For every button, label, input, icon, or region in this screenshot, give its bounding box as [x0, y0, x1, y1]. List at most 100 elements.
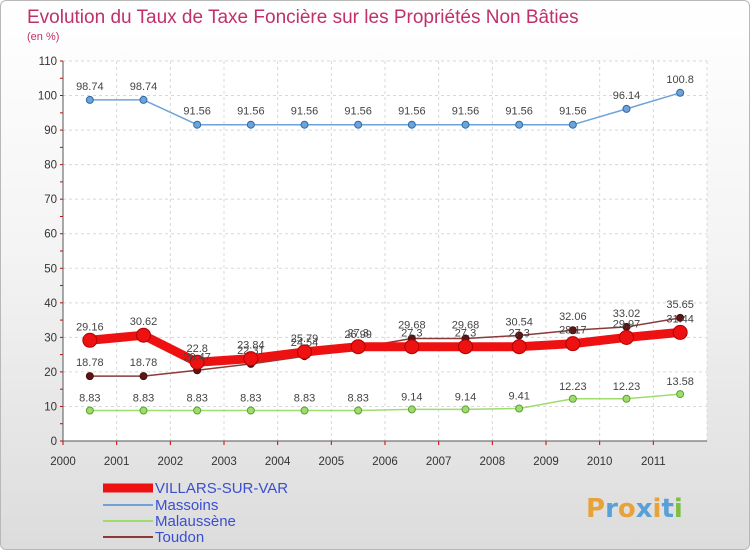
data-label-0: 30.62 [130, 316, 158, 328]
y-tick-label: 20 [44, 367, 57, 379]
data-label-0: 25.79 [291, 333, 319, 345]
y-tick-label: 60 [44, 229, 57, 241]
data-label-1: 91.56 [452, 106, 480, 118]
data-label-3: 24.54 [291, 337, 319, 349]
series-point-2 [354, 406, 363, 415]
data-label-2: 12.23 [559, 381, 587, 393]
x-tick-label: 2007 [426, 456, 452, 468]
series-point-0 [619, 329, 634, 345]
series-point-0 [136, 327, 151, 343]
data-label-3: 29.68 [452, 319, 480, 331]
series-point-1 [515, 120, 524, 129]
x-tick-label: 2002 [158, 456, 184, 468]
series-point-0 [672, 324, 688, 340]
series-point-0 [404, 339, 420, 355]
series-point-1 [193, 120, 202, 129]
logo-letter: t [661, 494, 673, 524]
data-label-1: 98.74 [130, 81, 158, 93]
series-point-1 [85, 95, 94, 104]
logo-letter: r [605, 494, 618, 524]
logo-letter: o [618, 494, 636, 524]
data-label-1: 91.56 [237, 106, 265, 118]
x-tick-label: 2000 [50, 456, 76, 468]
legend-label-1: Massoins [155, 497, 218, 514]
data-label-2: 12.23 [613, 381, 641, 393]
data-label-2: 9.14 [401, 391, 422, 403]
series-point-0 [350, 339, 366, 355]
y-tick-label: 40 [44, 298, 57, 310]
y-tick-label: 80 [44, 160, 57, 172]
data-label-0: 29.16 [76, 321, 104, 333]
data-label-3: 29.68 [398, 319, 426, 331]
series-point-1 [568, 120, 577, 129]
series-point-0 [565, 336, 581, 352]
data-label-0: 28.17 [559, 325, 587, 337]
data-label-2: 9.41 [508, 390, 529, 402]
series-point-1 [461, 120, 470, 129]
data-label-1: 91.56 [559, 106, 587, 118]
series-point-3 [568, 326, 577, 335]
y-tick-label: 100 [38, 91, 57, 103]
series-point-1 [300, 120, 309, 129]
data-label-1: 98.74 [76, 81, 104, 93]
data-label-0: 22.8 [186, 343, 207, 355]
series-point-1 [354, 120, 363, 129]
legend-label-2: Malaussène [155, 513, 236, 530]
y-tick-label: 0 [51, 436, 57, 448]
series-point-1 [246, 120, 255, 129]
y-tick-label: 90 [44, 125, 57, 137]
series-point-3 [85, 372, 94, 381]
series-point-0 [297, 344, 312, 360]
data-label-1: 91.56 [398, 106, 426, 118]
logo-letter: i [653, 494, 662, 524]
x-tick-label: 2004 [265, 456, 291, 468]
data-label-3: 30.54 [505, 316, 533, 328]
data-label-0: 29.97 [613, 318, 641, 330]
series-point-2 [407, 405, 416, 414]
series-point-0 [82, 332, 98, 348]
data-label-0: 27.3 [508, 328, 529, 340]
data-label-0: 31.44 [666, 313, 694, 325]
x-tick-label: 2008 [480, 456, 506, 468]
chart-subtitle: (en %) [27, 31, 59, 43]
x-tick-label: 2001 [104, 456, 130, 468]
series-line-2 [89, 393, 681, 412]
x-tick-label: 2011 [641, 456, 666, 468]
data-label-0: 27.3 [347, 328, 368, 340]
data-label-2: 8.83 [186, 392, 207, 404]
y-tick-label: 10 [44, 401, 57, 413]
data-label-1: 91.56 [183, 106, 211, 118]
data-label-1: 91.56 [291, 106, 319, 118]
data-label-0: 23.84 [237, 340, 265, 352]
x-tick-label: 2003 [211, 456, 237, 468]
series-point-3 [515, 331, 524, 340]
data-label-2: 8.83 [79, 392, 100, 404]
x-tick-label: 2010 [587, 456, 613, 468]
series-point-2 [461, 405, 470, 414]
data-label-2: 13.58 [666, 376, 694, 388]
logo-letter: x [636, 494, 653, 524]
data-label-3: 33.02 [613, 308, 641, 320]
legend-label-0: VILLARS-SUR-VAR [155, 480, 288, 497]
series-point-2 [300, 406, 309, 415]
data-label-3: 18.78 [76, 357, 104, 369]
data-label-3: 32.06 [559, 311, 587, 323]
series-point-0 [511, 339, 527, 355]
series-line-1 [89, 92, 681, 126]
data-label-2: 9.14 [455, 391, 476, 403]
data-label-3: 26.99 [344, 329, 372, 341]
x-tick-label: 2009 [533, 456, 559, 468]
series-line-0 [85, 327, 685, 367]
y-tick-label: 30 [44, 332, 57, 344]
data-label-3: 20.47 [183, 351, 211, 363]
data-label-0: 27.3 [401, 328, 422, 340]
series-point-2 [568, 394, 577, 403]
data-label-1: 96.14 [613, 90, 641, 102]
series-point-2 [246, 406, 255, 415]
data-label-2: 8.83 [294, 392, 315, 404]
data-label-1: 100.8 [666, 74, 694, 86]
y-tick-label: 110 [39, 56, 57, 68]
data-label-2: 8.83 [240, 392, 261, 404]
